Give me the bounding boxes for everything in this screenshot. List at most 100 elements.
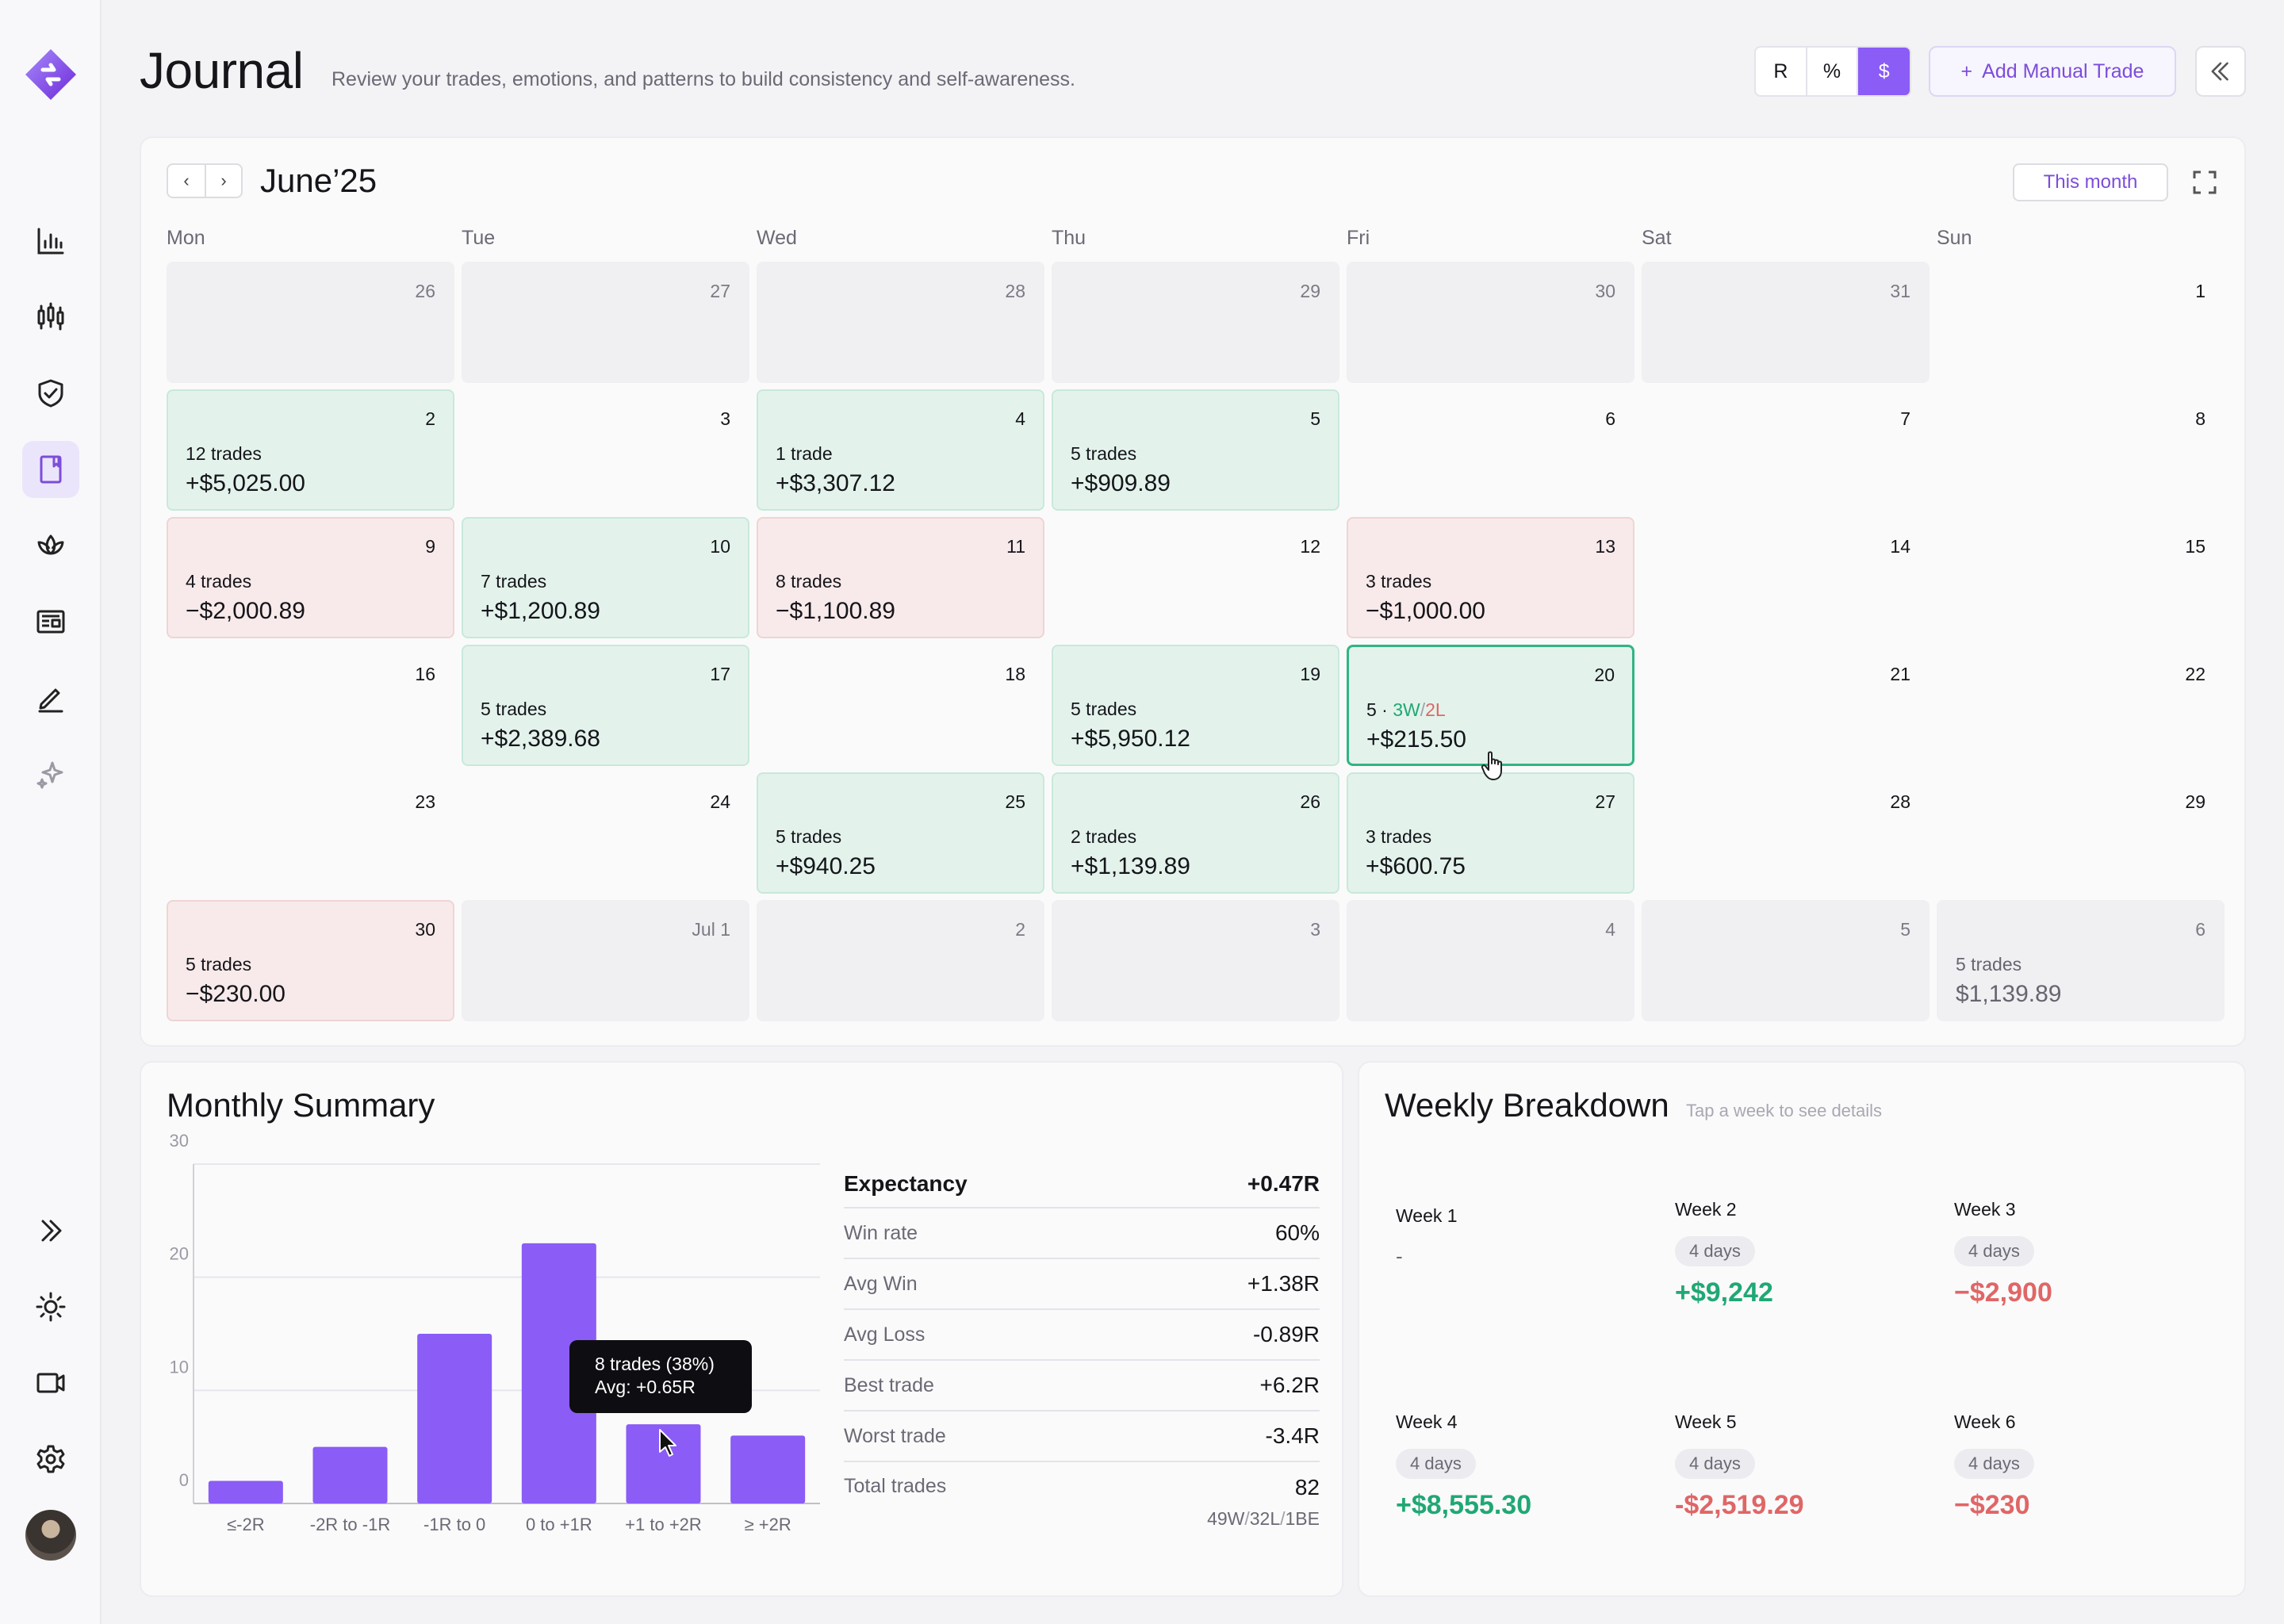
next-month-button[interactable]: ›: [205, 163, 243, 198]
week-item[interactable]: Week 1 -: [1396, 1205, 1657, 1269]
sun-icon[interactable]: [22, 1278, 79, 1335]
chevrons-right-icon[interactable]: [22, 1202, 79, 1259]
y-tick-label: 0: [179, 1470, 189, 1490]
weekday-label: Sat: [1642, 227, 1672, 249]
day-number: 6: [1605, 408, 1615, 429]
calendar-day[interactable]: 3: [1052, 900, 1339, 1021]
calendar-day[interactable]: 20 5 · 3W/2L +$215.50: [1347, 645, 1634, 766]
calendar-day[interactable]: 28: [757, 262, 1044, 383]
calendar-day[interactable]: 5: [1642, 900, 1930, 1021]
calendar-day[interactable]: 14: [1642, 517, 1930, 638]
calendar-day[interactable]: 8: [1937, 389, 2225, 511]
day-pnl: −$1,100.89: [776, 598, 895, 624]
this-month-button[interactable]: This month: [2013, 163, 2168, 201]
add-manual-trade-button[interactable]: + Add Manual Trade: [1929, 46, 2176, 97]
lotus-icon[interactable]: [22, 517, 79, 574]
week-item[interactable]: Week 6 4 days −$230: [1954, 1411, 2216, 1521]
calendar-day[interactable]: 27: [462, 262, 749, 383]
sparkle-icon[interactable]: [22, 745, 79, 802]
calendar-day[interactable]: 2 12 trades +$5,025.00: [167, 389, 454, 511]
calendar-day[interactable]: 15: [1937, 517, 2225, 638]
sidebar: [0, 0, 102, 1624]
pen-icon[interactable]: [22, 669, 79, 726]
expand-icon[interactable]: [2192, 170, 2217, 195]
calendar-day[interactable]: 25 5 trades +$940.25: [757, 772, 1044, 894]
histogram-bar: [626, 1424, 701, 1503]
stat-value: -3.4R: [1265, 1423, 1320, 1448]
calendar-day[interactable]: 9 4 trades −$2,000.89: [167, 517, 454, 638]
day-number: 1: [2195, 281, 2205, 301]
calendar-day[interactable]: 19 5 trades +$5,950.12: [1052, 645, 1339, 766]
histogram-bar: [521, 1243, 596, 1503]
day-pnl: +$5,025.00: [186, 470, 305, 496]
gear-icon[interactable]: [22, 1431, 79, 1488]
calendar-day[interactable]: 21: [1642, 645, 1930, 766]
calendar-day[interactable]: 30: [1347, 262, 1634, 383]
calendar-day[interactable]: 10 7 trades +$1,200.89: [462, 517, 749, 638]
news-icon[interactable]: [22, 593, 79, 650]
journal-icon[interactable]: [22, 441, 79, 498]
collapse-panel-button[interactable]: [2195, 46, 2246, 97]
logo-icon[interactable]: [22, 46, 79, 103]
calendar-day[interactable]: 6: [1347, 389, 1634, 511]
calendar-day[interactable]: 26 2 trades +$1,139.89: [1052, 772, 1339, 894]
calendar-day[interactable]: 26: [167, 262, 454, 383]
page-subtitle: Review your trades, emotions, and patter…: [331, 68, 1075, 90]
calendar-day[interactable]: 12: [1052, 517, 1339, 638]
calendar-day[interactable]: 4: [1347, 900, 1634, 1021]
avatar[interactable]: [25, 1510, 76, 1561]
calendar-day[interactable]: Jul 1: [462, 900, 749, 1021]
bar-chart-icon[interactable]: [22, 213, 79, 270]
week-item[interactable]: Week 5 4 days -$2,519.29: [1675, 1411, 1937, 1521]
day-number: 28: [1005, 281, 1025, 301]
calendar-day[interactable]: 2: [757, 900, 1044, 1021]
calendar-day[interactable]: 29: [1052, 262, 1339, 383]
losses-count: 2L: [1425, 699, 1446, 720]
day-number: 29: [1300, 281, 1320, 301]
calendar-day[interactable]: 18: [757, 645, 1044, 766]
calendar-day[interactable]: 29: [1937, 772, 2225, 894]
day-trade-count: 2 trades: [1071, 826, 1137, 847]
stat-label: Expectancy: [844, 1171, 968, 1196]
week-item[interactable]: Week 3 4 days −$2,900: [1954, 1199, 2216, 1308]
prev-month-button[interactable]: ‹: [167, 163, 205, 198]
calendar-day[interactable]: 7: [1642, 389, 1930, 511]
week-pnl: -$2,519.29: [1675, 1490, 1804, 1520]
calendar-day[interactable]: 30 5 trades −$230.00: [167, 900, 454, 1021]
summary-stats: Expectancy +0.47R Win rate 60% Avg Win +1.38R…: [844, 1161, 1320, 1534]
month-label: June’25: [260, 162, 377, 199]
calendar-day[interactable]: 27 3 trades +$600.75: [1347, 772, 1634, 894]
calendar-day[interactable]: 4 1 trade +$3,307.12: [757, 389, 1044, 511]
x-tick-label: 0 to +1R: [526, 1515, 592, 1534]
unit-r-button[interactable]: R: [1756, 48, 1807, 95]
weekly-breakdown-card: Weekly Breakdown Tap a week to see detai…: [1358, 1061, 2246, 1597]
stat-value: +1.38R: [1247, 1271, 1320, 1296]
calendar-day[interactable]: 17 5 trades +$2,389.68: [462, 645, 749, 766]
calendar-day[interactable]: 16: [167, 645, 454, 766]
candlestick-icon[interactable]: [22, 289, 79, 346]
calendar-day[interactable]: 6 5 trades $1,139.89: [1937, 900, 2225, 1021]
video-icon[interactable]: [22, 1354, 79, 1411]
unit-percent-button[interactable]: %: [1807, 48, 1859, 95]
week-item[interactable]: Week 2 4 days +$9,242: [1675, 1199, 1937, 1308]
total-trades-value: 82 49W/32L/1BE: [1207, 1475, 1320, 1530]
calendar-day[interactable]: 11 8 trades −$1,100.89: [757, 517, 1044, 638]
day-number: 29: [2185, 791, 2205, 812]
calendar-day[interactable]: 23: [167, 772, 454, 894]
calendar-day[interactable]: 5 5 trades +$909.89: [1052, 389, 1339, 511]
day-trade-count: 5 trades: [481, 699, 547, 719]
calendar-day[interactable]: 13 3 trades −$1,000.00: [1347, 517, 1634, 638]
shield-check-icon[interactable]: [22, 365, 79, 422]
month-nav: ‹ ›: [167, 163, 243, 198]
calendar-day[interactable]: 3: [462, 389, 749, 511]
calendar-day[interactable]: 22: [1937, 645, 2225, 766]
week-item[interactable]: Week 4 4 days +$8,555.30: [1396, 1411, 1657, 1521]
week-days-badge: 4 days: [1675, 1236, 1755, 1266]
calendar-day[interactable]: 28: [1642, 772, 1930, 894]
unit-dollar-button[interactable]: $: [1858, 48, 1910, 95]
calendar-day[interactable]: 24: [462, 772, 749, 894]
calendar-day[interactable]: 31: [1642, 262, 1930, 383]
calendar-day[interactable]: 1: [1937, 262, 2225, 383]
stat-row-total: Total trades 82 49W/32L/1BE: [844, 1462, 1320, 1534]
stat-value: 60%: [1274, 1220, 1320, 1245]
